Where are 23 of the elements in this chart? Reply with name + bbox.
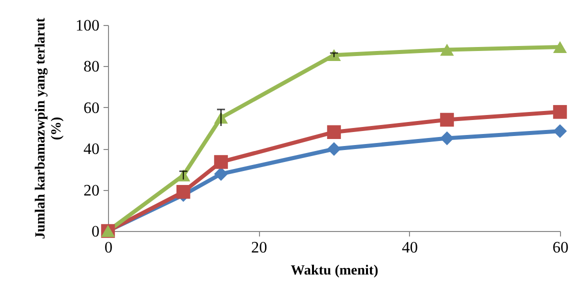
y-tick-label: 0 — [92, 224, 100, 240]
point — [553, 41, 567, 54]
y-tick-label: 100 — [76, 18, 100, 34]
x-tick-label: 60 — [552, 240, 568, 256]
point — [327, 125, 341, 140]
y-tick-label: 40 — [84, 141, 100, 158]
y-tick-label: 60 — [84, 100, 100, 117]
point — [440, 44, 454, 56]
point — [327, 142, 341, 156]
point — [440, 131, 454, 146]
point — [214, 155, 228, 169]
x-axis-title: Waktu (menit) — [290, 264, 379, 278]
point — [440, 112, 454, 127]
y-tick-label: 80 — [84, 58, 100, 76]
y-axis-title: Jumlah karbamazwpin yang terlarut (%) — [34, 18, 64, 240]
point — [214, 167, 228, 181]
x-tick-label: 40 — [402, 240, 418, 256]
point — [553, 105, 567, 119]
x-tick-label: 20 — [251, 240, 268, 256]
x-tick-label: 0 — [104, 240, 112, 256]
point — [176, 184, 190, 199]
y-tick-label: 20 — [84, 182, 100, 200]
point — [553, 124, 567, 138]
